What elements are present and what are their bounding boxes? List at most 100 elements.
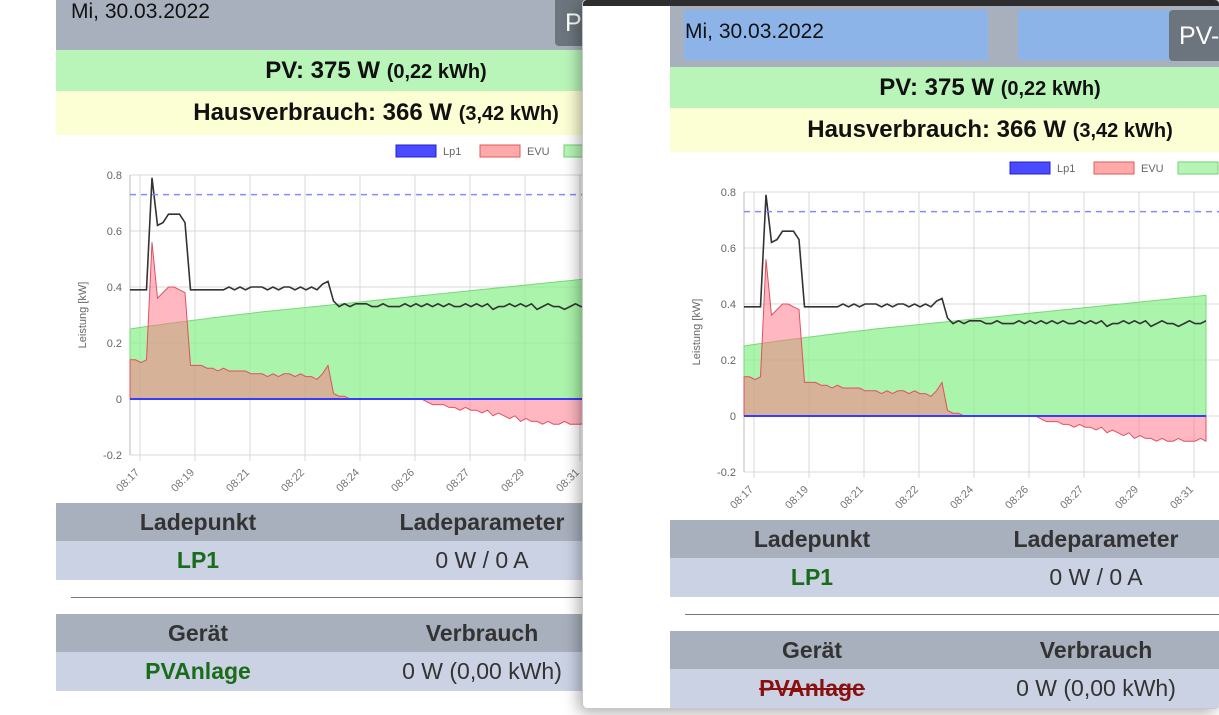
house-power: 366 W [996,116,1067,143]
legend-swatch [1093,161,1135,175]
y-tick-label: 0.4 [107,282,122,294]
y-tick-label: 0.6 [107,226,122,238]
pv-energy: (0,22 kWh) [386,61,487,83]
y-axis-label: Leistung [kW] [691,299,703,366]
front-panel: Mi, 30.03.2022 PV- PV: 375 W (0,22 kWh) … [670,6,1219,708]
x-tick-label: 08:24 [948,484,976,512]
y-tick-label: 0.2 [721,355,736,367]
house-energy: (3,42 kWh) [1072,120,1173,142]
device-name[interactable]: PVAnlage [759,675,865,701]
col-ladepunkt: Ladepunkt [753,526,871,552]
chargepoint-name[interactable]: LP1 [176,547,220,573]
power-chart: 0.8 0.6 0.4 0.2 0 -0.2 08:17 08:19 08:21 08:22 08:… [56,135,600,503]
pv-energy: (0,22 kWh) [1000,78,1101,100]
x-tick-label: 08:27 [444,467,472,495]
device-value: 0 W (0,00 kWh) [1016,675,1176,701]
col-verbrauch: Verbrauch [425,620,539,646]
house-label: Hausverbrauch: [193,99,376,126]
x-tick-label: 08:22 [893,484,921,512]
pv-label: PV: [265,57,304,84]
chargepoint-table: Ladepunkt Ladeparameter LP1 0 W / 0 A [56,503,600,580]
y-axis-label: Leistung [kW] [77,282,89,349]
date-header: Mi, 30.03.2022 PV- [670,6,1219,67]
table-row: LP1 0 W / 0 A [56,541,600,580]
pv-power: 375 W [924,74,995,101]
table-row: PVAnlage 0 W (0,00 kWh) [670,669,1219,708]
house-energy: (3,42 kWh) [458,103,559,125]
pv-summary: PV: 375 W (0,22 kWh) [670,67,1219,108]
y-tick-label: 0 [116,394,122,406]
power-chart-svg: 0.8 0.6 0.4 0.2 0 -0.2 08:17 08:19 08:21 08:22 08:… [691,161,1219,512]
y-tick-label: 0.2 [107,338,122,350]
legend-label: Lp1 [443,146,461,158]
house-summary: Hausverbrauch: 366 W (3,42 kWh) [56,91,600,135]
date-label: Mi, 30.03.2022 [71,0,210,23]
house-summary: Hausverbrauch: 366 W (3,42 kWh) [670,108,1219,152]
chargepoint-value: 0 W / 0 A [1049,564,1143,590]
house-line [130,177,593,311]
background-window: Mi, 30.03.2022 PV PV: 375 W (0,22 kWh) H… [0,0,600,715]
house-label: Hausverbrauch: [807,116,990,143]
chargepoint-name[interactable]: LP1 [790,564,834,590]
date-highlight [684,10,988,60]
x-tick-label: 08:17 [114,467,142,495]
x-tick-label: 08:29 [1113,484,1141,512]
x-tick-label: 08:31 [554,467,582,495]
x-tick-label: 08:26 [389,467,417,495]
x-tick-label: 08:21 [224,467,252,495]
legend-swatch [395,144,437,158]
col-ladeparameter: Ladeparameter [399,509,565,535]
device-value: 0 W (0,00 kWh) [402,658,562,684]
divider [670,597,1219,631]
y-tick-label: -0.2 [717,467,736,479]
table-row: LP1 0 W / 0 A [670,558,1219,597]
house-line [744,194,1207,328]
pv-power: 375 W [310,57,381,84]
chargepoint-value: 0 W / 0 A [435,547,529,573]
col-geraet: Gerät [781,637,843,663]
x-tick-label: 08:31 [1168,484,1196,512]
x-tick-label: 08:29 [499,467,527,495]
legend-swatch [1177,161,1219,175]
house-power: 366 W [382,99,453,126]
x-tick-label: 08:17 [728,484,756,512]
legend-swatch [1009,161,1051,175]
back-panel: Mi, 30.03.2022 PV PV: 375 W (0,22 kWh) H… [56,0,600,691]
y-tick-label: -0.2 [103,450,122,462]
col-verbrauch: Verbrauch [1039,637,1153,663]
pv-area [743,294,1207,417]
device-table: Gerät Verbrauch PVAnlage 0 W (0,00 kWh) [670,631,1219,708]
legend-label: EVU [1141,163,1164,175]
y-tick-label: 0.4 [721,299,736,311]
y-tick-label: 0.6 [721,243,736,255]
chargepoint-table: Ladepunkt Ladeparameter LP1 0 W / 0 A [670,520,1219,597]
pv-area [129,277,593,400]
window-top-bar [583,0,1219,6]
device-table: Gerät Verbrauch PVAnlage 0 W (0,00 kWh) [56,614,600,691]
legend-swatch [479,144,521,158]
legend-label: EVU [527,146,550,158]
x-tick-label: 08:24 [334,467,362,495]
x-tick-label: 08:21 [838,484,866,512]
y-tick-label: 0.8 [721,187,736,199]
pv-label: PV: [879,74,918,101]
x-tick-label: 08:27 [1058,484,1086,512]
pv-summary: PV: 375 W (0,22 kWh) [56,50,600,91]
x-tick-label: 08:22 [279,467,307,495]
date-header: Mi, 30.03.2022 PV [56,0,600,50]
pv-button[interactable]: PV- [1169,10,1219,61]
x-tick-label: 08:19 [169,467,197,495]
power-chart: 0.8 0.6 0.4 0.2 0 -0.2 08:17 08:19 08:21 08:22 08:… [670,152,1219,520]
col-ladeparameter: Ladeparameter [1013,526,1179,552]
y-tick-label: 0 [730,411,736,423]
divider [56,580,600,614]
device-name[interactable]: PVAnlage [145,658,251,684]
col-ladepunkt: Ladepunkt [139,509,257,535]
legend-label: Lp1 [1057,163,1075,175]
y-tick-label: 0.8 [107,170,122,182]
x-tick-label: 08:26 [1003,484,1031,512]
x-tick-label: 08:19 [783,484,811,512]
power-chart-svg: 0.8 0.6 0.4 0.2 0 -0.2 08:17 08:19 08:21 08:22 08:… [77,144,600,495]
foreground-window: Mi, 30.03.2022 PV- PV: 375 W (0,22 kWh) … [583,0,1219,708]
table-row: PVAnlage 0 W (0,00 kWh) [56,652,600,691]
